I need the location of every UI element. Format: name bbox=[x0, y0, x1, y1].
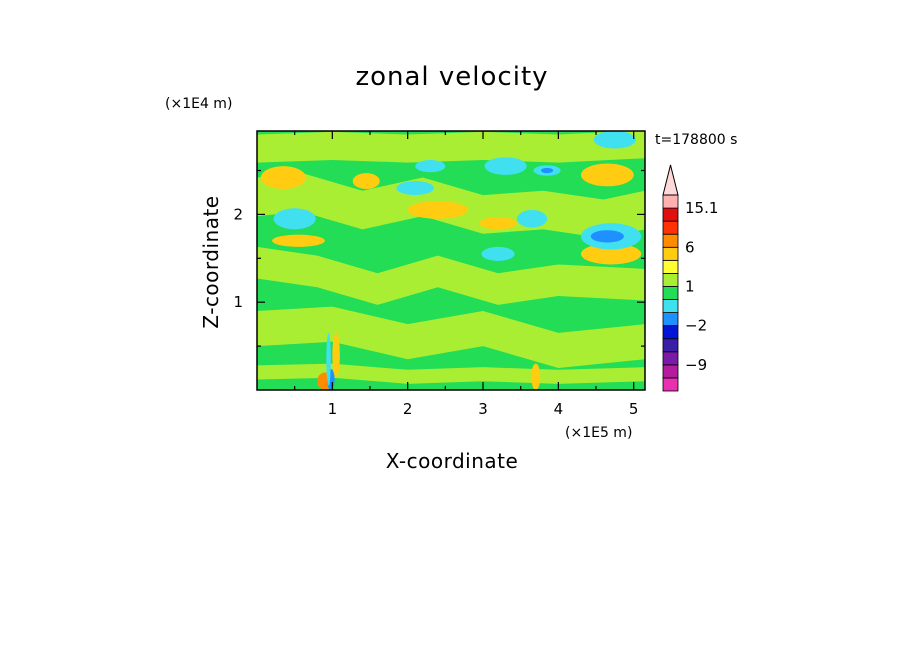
contour-blob bbox=[415, 159, 446, 173]
contour-blob bbox=[407, 201, 468, 219]
y-tick-label: 2 bbox=[233, 205, 243, 223]
colorbar-swatch bbox=[662, 299, 679, 313]
contour-blob bbox=[260, 166, 306, 189]
colorbar-label: 6 bbox=[685, 238, 695, 256]
colorbar-swatch bbox=[662, 286, 679, 300]
colorbar-swatch bbox=[662, 364, 679, 379]
contour-band bbox=[257, 363, 645, 384]
colorbar-swatch bbox=[662, 259, 679, 274]
contour-blob bbox=[326, 332, 331, 386]
chart-title: zonal velocity bbox=[355, 62, 548, 92]
contour-blob bbox=[531, 363, 541, 390]
colorbar-extension bbox=[662, 164, 679, 196]
x-axis: 1 2 3 4 5 bbox=[294, 131, 639, 418]
contour-blob bbox=[593, 131, 636, 149]
y-scale-label: (×1E4 m) bbox=[165, 96, 232, 112]
colorbar-swatch bbox=[662, 246, 679, 261]
x-tick-label: 1 bbox=[328, 400, 338, 418]
colorbar-swatch bbox=[662, 312, 679, 327]
colorbar-swatch bbox=[662, 233, 679, 248]
contour-blob bbox=[481, 246, 515, 261]
y-tick-label: 1 bbox=[233, 293, 243, 311]
contour-blob bbox=[580, 163, 634, 187]
plot-frame bbox=[256, 130, 646, 391]
contour-blob bbox=[484, 157, 527, 175]
colorbar-swatch bbox=[662, 194, 679, 209]
contour-field bbox=[257, 131, 645, 390]
colorbar-swatch bbox=[662, 325, 679, 340]
x-tick-label: 3 bbox=[478, 400, 488, 418]
x-tick-label: 2 bbox=[403, 400, 413, 418]
colorbar-label: −9 bbox=[685, 356, 707, 374]
contour-blob bbox=[479, 217, 517, 230]
contour-blob bbox=[580, 243, 642, 265]
colorbar-label: 15.1 bbox=[685, 199, 718, 217]
contour-blob bbox=[590, 230, 624, 243]
contour-band bbox=[257, 246, 645, 305]
colorbar: 15.1 6 1 −2 −9 bbox=[662, 164, 718, 392]
x-scale-label: (×1E5 m) bbox=[565, 425, 632, 441]
time-label: t=178800 s bbox=[655, 132, 737, 148]
contour-blob bbox=[273, 208, 316, 230]
colorbar-swatch bbox=[662, 351, 679, 366]
contour-band bbox=[257, 306, 645, 369]
contour-blob bbox=[272, 234, 325, 247]
contour-blob bbox=[396, 181, 435, 196]
x-tick-label: 4 bbox=[554, 400, 564, 418]
x-tick-label: 5 bbox=[629, 400, 639, 418]
colorbar-label: −2 bbox=[685, 317, 707, 335]
contour-blob bbox=[352, 173, 380, 189]
colorbar-swatch bbox=[662, 338, 679, 353]
colorbar-label: 1 bbox=[685, 277, 695, 295]
colorbar-swatch bbox=[662, 377, 679, 392]
x-axis-label: X-coordinate bbox=[386, 449, 519, 473]
contour-blob bbox=[541, 167, 554, 174]
y-axis-label: Z-coordinate bbox=[199, 195, 223, 328]
y-axis: 12 bbox=[233, 169, 645, 347]
colorbar-swatch bbox=[662, 220, 679, 235]
contour-blob bbox=[516, 210, 548, 228]
contour-band bbox=[257, 131, 645, 163]
contour-blob bbox=[332, 332, 340, 377]
colorbar-swatch bbox=[662, 272, 679, 287]
colorbar-swatch bbox=[662, 207, 679, 222]
